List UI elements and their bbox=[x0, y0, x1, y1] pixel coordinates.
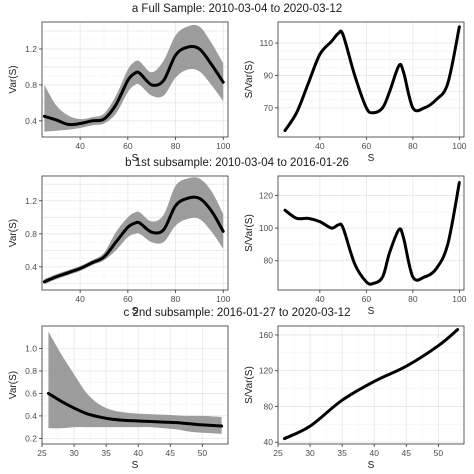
chart-b-var: 40 60 80 100 0.4 0.8 1.2 S Var(S) bbox=[8, 175, 231, 317]
series-line bbox=[42, 195, 225, 284]
x-tick-label: 100 bbox=[216, 141, 230, 151]
y-axis-label: S/Var(S) bbox=[244, 61, 255, 99]
x-tick-label: 100 bbox=[452, 141, 466, 151]
x-tick-label: 50 bbox=[434, 448, 444, 458]
x-axis-label: S bbox=[368, 460, 375, 471]
y-tick-label: 90 bbox=[264, 70, 274, 80]
plot-frame bbox=[41, 175, 229, 291]
y-tick-label: 80 bbox=[264, 256, 274, 266]
x-tick-label: 100 bbox=[452, 294, 466, 304]
x-axis-label: S bbox=[132, 153, 139, 164]
x-tick-label: 40 bbox=[75, 141, 85, 151]
plot-data bbox=[46, 331, 224, 434]
x-tick-label: 30 bbox=[305, 448, 315, 458]
y-axis-label: S/Var(S) bbox=[244, 214, 255, 252]
plot-data bbox=[42, 177, 225, 285]
y-tick-label: 1.2 bbox=[25, 44, 37, 54]
y-tick-label: 0.2 bbox=[25, 433, 37, 443]
x-tick-label: 60 bbox=[362, 141, 372, 151]
y-tick-label: 0.4 bbox=[25, 116, 37, 126]
y-tick-label: 160 bbox=[259, 330, 273, 340]
x-axis-label: S bbox=[132, 306, 139, 317]
x-tick-label: 80 bbox=[408, 141, 418, 151]
plot-data bbox=[282, 328, 460, 441]
y-axis-label: Var(S) bbox=[8, 219, 19, 247]
x-tick-label: 25 bbox=[37, 448, 47, 458]
y-tick-label: 1.0 bbox=[25, 343, 37, 353]
x-axis-label: S bbox=[132, 460, 139, 471]
x-tick-label: 45 bbox=[166, 448, 176, 458]
y-tick-label: 80 bbox=[264, 401, 274, 411]
panel-title-b: b 1st subsample: 2010-03-04 to 2016-01-2… bbox=[125, 157, 349, 169]
confidence-band bbox=[48, 331, 222, 434]
x-tick-label: 40 bbox=[315, 294, 325, 304]
x-tick-label: 60 bbox=[362, 294, 372, 304]
series-line bbox=[283, 181, 461, 286]
x-tick-label: 40 bbox=[133, 448, 143, 458]
x-tick-label: 80 bbox=[408, 294, 418, 304]
y-tick-label: 0.8 bbox=[25, 366, 37, 376]
y-axis-label: S/Var(S) bbox=[244, 366, 255, 404]
plot-background bbox=[278, 326, 464, 444]
x-tick-label: 50 bbox=[198, 448, 208, 458]
chart-b-ratio: 40 60 80 100 80 100 120 S S/Var(S) bbox=[244, 175, 467, 317]
series-line bbox=[282, 328, 460, 441]
panel-title-a: a Full Sample: 2010-03-04 to 2020-03-12 bbox=[132, 3, 342, 15]
y-axis-label: Var(S) bbox=[8, 65, 19, 93]
y-tick-label: 40 bbox=[264, 437, 274, 447]
x-tick-label: 25 bbox=[273, 448, 283, 458]
panel-title-c: c 2nd subsample: 2016-01-27 to 2020-03-1… bbox=[124, 307, 351, 319]
y-tick-label: 0.8 bbox=[25, 229, 37, 239]
y-tick-label: 0.6 bbox=[25, 388, 37, 398]
x-axis-label: S bbox=[368, 153, 375, 164]
x-tick-label: 40 bbox=[75, 294, 85, 304]
x-tick-label: 35 bbox=[337, 448, 347, 458]
chart-panels: 40 60 80 100 0.4 0.8 1.2 S Var(S) 40 60 80 100 70 90 11… bbox=[8, 21, 467, 471]
y-tick-label: 0.8 bbox=[25, 80, 37, 90]
x-axis-label: S bbox=[368, 306, 375, 317]
y-axis-label: Var(S) bbox=[8, 371, 19, 399]
x-tick-label: 60 bbox=[123, 141, 133, 151]
plot-frame bbox=[277, 21, 465, 138]
x-tick-label: 40 bbox=[369, 448, 379, 458]
y-tick-label: 1.2 bbox=[25, 196, 37, 206]
plot-frame bbox=[277, 325, 465, 445]
plot-frame bbox=[277, 175, 465, 291]
x-tick-label: 80 bbox=[171, 141, 181, 151]
chart-c-var: 25 30 35 40 45 50 0.2 0.4 0.6 0.8 1.0 S Var(S) bbox=[8, 325, 229, 471]
y-tick-label: 100 bbox=[259, 223, 273, 233]
plot-data bbox=[283, 25, 461, 133]
plot-data bbox=[42, 24, 225, 132]
series-line bbox=[42, 45, 225, 127]
chart-a-var: 40 60 80 100 0.4 0.8 1.2 S Var(S) bbox=[8, 21, 231, 164]
x-tick-label: 100 bbox=[216, 294, 230, 304]
x-tick-label: 45 bbox=[402, 448, 412, 458]
y-tick-label: 0.4 bbox=[25, 411, 37, 421]
y-tick-label: 0.4 bbox=[25, 262, 37, 272]
x-tick-label: 35 bbox=[101, 448, 111, 458]
x-tick-label: 80 bbox=[171, 294, 181, 304]
plot-frame bbox=[41, 325, 229, 445]
y-tick-label: 70 bbox=[264, 103, 274, 113]
plot-frame bbox=[41, 21, 229, 138]
series-line bbox=[46, 391, 224, 428]
x-tick-label: 60 bbox=[123, 294, 133, 304]
chart-a-ratio: 40 60 80 100 70 90 110 S S/Var(S) bbox=[244, 21, 467, 164]
plot-data bbox=[283, 181, 461, 286]
y-tick-label: 110 bbox=[259, 38, 273, 48]
y-tick-label: 120 bbox=[259, 191, 273, 201]
y-tick-label: 120 bbox=[259, 366, 273, 376]
series-line bbox=[283, 25, 461, 133]
chart-c-ratio: 25 30 35 40 45 50 40 80 120 160 S S/Var(S) bbox=[244, 325, 465, 471]
x-tick-label: 40 bbox=[315, 141, 325, 151]
x-tick-label: 30 bbox=[69, 448, 79, 458]
